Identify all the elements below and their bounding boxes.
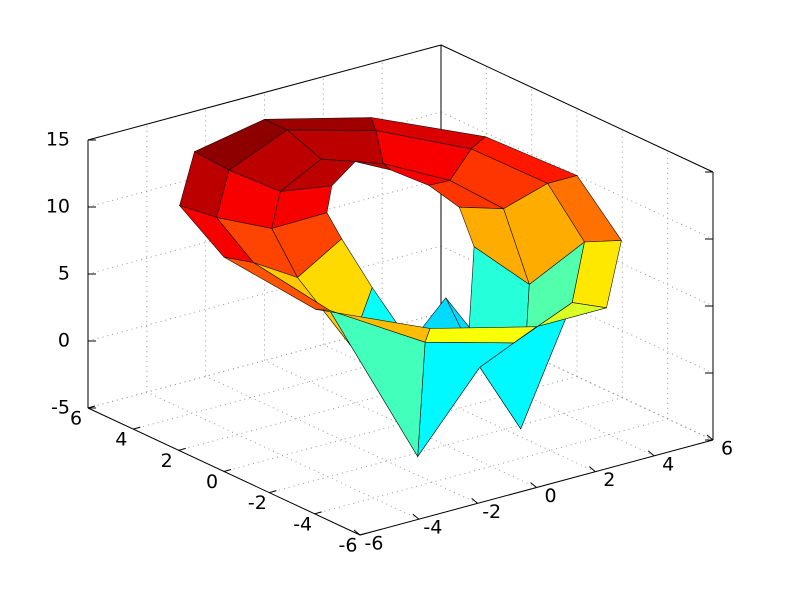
y-tick-label: 4: [115, 429, 127, 451]
grid-line: [87, 245, 442, 342]
x-tick: [706, 434, 714, 441]
z-tick-label: 10: [46, 196, 70, 218]
x-tick-label: 2: [603, 469, 615, 491]
grid-line: [178, 354, 532, 451]
z-tick-label: 5: [58, 263, 70, 285]
y-tick-label: -4: [293, 513, 312, 535]
y-tick-label: 6: [70, 408, 82, 430]
x-tick: [471, 497, 478, 504]
y-tick-label: -2: [248, 492, 267, 514]
axis-frame: [87, 44, 442, 141]
surface-patch: [315, 309, 431, 343]
z-tick-label: 15: [46, 129, 70, 151]
x-tick-label: -2: [482, 501, 501, 523]
y-tick: [178, 447, 186, 451]
grid-line: [269, 397, 623, 494]
x-tick-label: -6: [365, 533, 384, 555]
grid-line: [133, 333, 487, 430]
y-tick: [133, 426, 141, 430]
x-tick: [412, 513, 420, 520]
y-tick: [269, 490, 277, 494]
y-tick-label: -6: [339, 535, 358, 557]
x-tick-label: 4: [662, 453, 674, 475]
x-tick: [647, 450, 655, 457]
grid-line: [314, 418, 668, 515]
y-tick: [359, 532, 368, 536]
axis-frame: [440, 44, 714, 173]
y-tick-label: 0: [206, 471, 218, 493]
x-tick: [530, 482, 537, 488]
z-tick-label: -5: [51, 397, 70, 419]
x-tick-label: 0: [544, 485, 556, 507]
grid-line: [87, 111, 442, 208]
x-tick: [353, 529, 361, 536]
grid-line: [223, 376, 578, 472]
x-tick-label: 6: [721, 438, 733, 460]
grid-line: [205, 375, 478, 504]
y-tick: [223, 469, 232, 472]
y-tick: [314, 511, 322, 515]
y-tick-label: 2: [161, 450, 173, 472]
z-tick-label: 0: [58, 330, 70, 352]
grid-line: [87, 178, 442, 275]
grid-line: [87, 312, 442, 409]
x-tick: [589, 466, 596, 473]
x-tick-label: -4: [423, 517, 442, 539]
